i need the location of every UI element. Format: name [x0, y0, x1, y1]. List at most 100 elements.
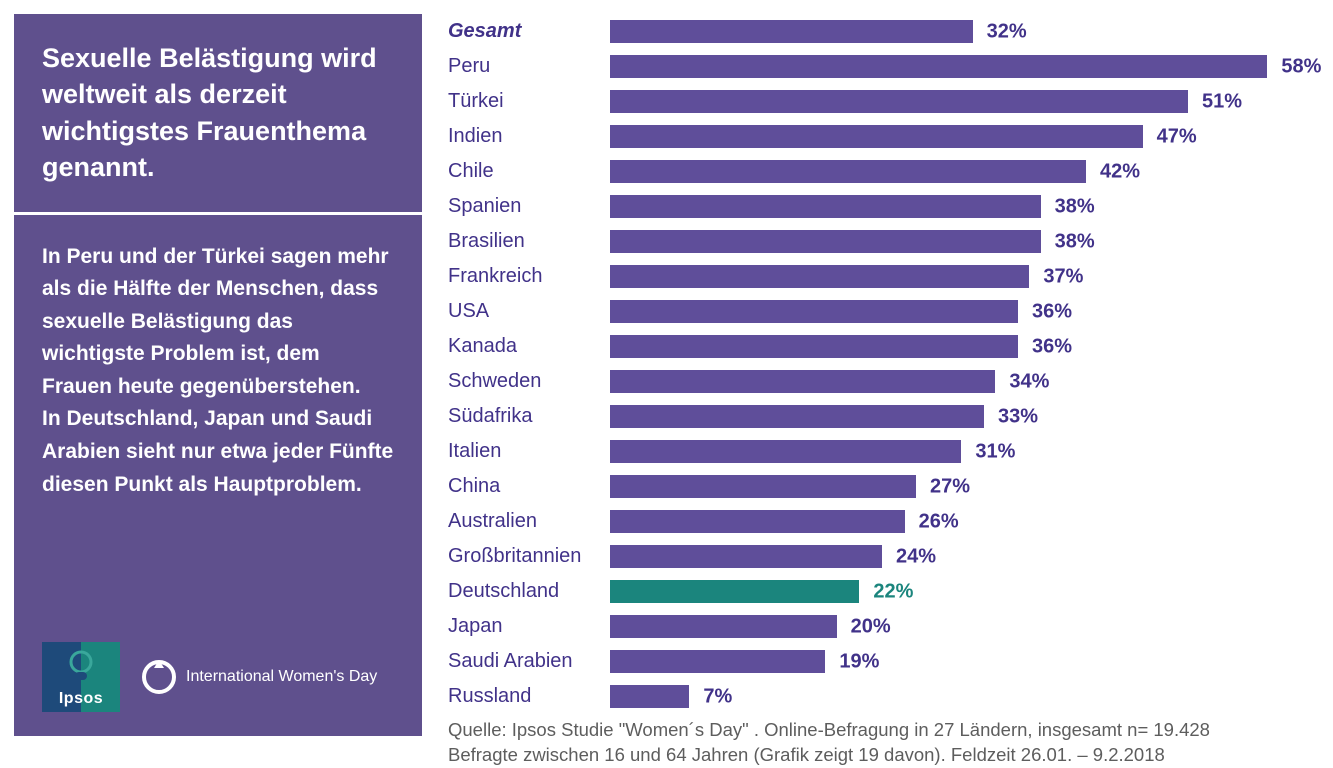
row-label: Saudi Arabien	[448, 650, 610, 673]
bar-track: 51%	[610, 90, 1290, 113]
chart-row: Russland 7%	[448, 679, 1318, 714]
bar-track: 19%	[610, 650, 1290, 673]
bar-track: 7%	[610, 685, 1290, 708]
value-label: 34%	[1009, 370, 1049, 393]
bar-track: 42%	[610, 160, 1290, 183]
bar-chart: Gesamt32%Peru58%Türkei51%Indien47%Chile4…	[448, 14, 1318, 714]
bar-track: 20%	[610, 615, 1290, 638]
chart-row: Südafrika33%	[448, 399, 1318, 434]
bar	[610, 650, 825, 673]
row-label: Indien	[448, 125, 610, 148]
bar	[610, 90, 1188, 113]
chart-row: USA 36%	[448, 294, 1318, 329]
chart-row: Brasilien 38%	[448, 224, 1318, 259]
chart-row: Peru58%	[448, 49, 1318, 84]
row-label: Schweden	[448, 370, 610, 393]
row-label: Deutschland	[448, 580, 610, 603]
chart-row: Frankreich 37%	[448, 259, 1318, 294]
ipsos-wordmark: Ipsos	[59, 690, 103, 708]
bar-track: 32%	[610, 20, 1290, 43]
chart-row: Großbritannien24%	[448, 539, 1318, 574]
row-label: USA	[448, 300, 610, 323]
row-label: Südafrika	[448, 405, 610, 428]
bar	[610, 300, 1018, 323]
value-label: 19%	[839, 650, 879, 673]
chart-row: Indien 47%	[448, 119, 1318, 154]
row-label: China	[448, 475, 610, 498]
bar	[610, 405, 984, 428]
bar	[610, 370, 995, 393]
bar-track: 33%	[610, 405, 1290, 428]
source-note: Quelle: Ipsos Studie "Women´s Day" . Onl…	[448, 718, 1318, 768]
bar	[610, 685, 689, 708]
row-label: Japan	[448, 615, 610, 638]
bar	[610, 615, 837, 638]
value-label: 36%	[1032, 335, 1072, 358]
value-label: 38%	[1055, 230, 1095, 253]
value-label: 51%	[1202, 90, 1242, 113]
logos-row: Ipsos International Women's Day	[42, 642, 377, 712]
value-label: 24%	[896, 545, 936, 568]
body-text: In Peru und der Türkei sagen mehr als di…	[42, 241, 394, 501]
bar	[610, 510, 905, 533]
bar-track: 38%	[610, 195, 1290, 218]
row-label: Gesamt	[448, 20, 610, 43]
row-label: Italien	[448, 440, 610, 463]
bar-track: 22%	[610, 580, 1290, 603]
bar-track: 31%	[610, 440, 1290, 463]
chart-row: Italien 31%	[448, 434, 1318, 469]
bar-track: 47%	[610, 125, 1290, 148]
chart-row: Saudi Arabien 19%	[448, 644, 1318, 679]
chart-row: Spanien38%	[448, 189, 1318, 224]
bar	[610, 440, 961, 463]
chart-row: Türkei 51%	[448, 84, 1318, 119]
bar-track: 36%	[610, 300, 1290, 323]
bar	[610, 55, 1267, 78]
bar	[610, 20, 973, 43]
bar-track: 58%	[610, 55, 1290, 78]
value-label: 42%	[1100, 160, 1140, 183]
row-label: Russland	[448, 685, 610, 708]
value-label: 20%	[851, 615, 891, 638]
value-label: 36%	[1032, 300, 1072, 323]
source-line-2: Befragte zwischen 16 und 64 Jahren (Graf…	[448, 743, 1318, 768]
ipsos-logo: Ipsos	[42, 642, 120, 712]
left-panel: Sexuelle Belästigung wird weltweit als d…	[14, 14, 422, 736]
value-label: 47%	[1157, 125, 1197, 148]
globe-head-icon	[64, 648, 98, 682]
bar	[610, 125, 1143, 148]
bar-track: 27%	[610, 475, 1290, 498]
row-label: Brasilien	[448, 230, 610, 253]
row-label: Peru	[448, 55, 610, 78]
bar-track: 34%	[610, 370, 1290, 393]
row-label: Chile	[448, 160, 610, 183]
row-label: Frankreich	[448, 265, 610, 288]
value-label: 7%	[703, 685, 732, 708]
chart-row: Deutschland 22%	[448, 574, 1318, 609]
chart-row: China27%	[448, 469, 1318, 504]
value-label: 37%	[1043, 265, 1083, 288]
headline: Sexuelle Belästigung wird weltweit als d…	[42, 40, 394, 186]
value-label: 31%	[975, 440, 1015, 463]
bar	[610, 265, 1029, 288]
value-label: 26%	[919, 510, 959, 533]
bar-track: 26%	[610, 510, 1290, 533]
value-label: 32%	[987, 20, 1027, 43]
bar-track: 38%	[610, 230, 1290, 253]
bar	[610, 160, 1086, 183]
bar	[610, 230, 1041, 253]
bar-track: 37%	[610, 265, 1290, 288]
source-line-1: Quelle: Ipsos Studie "Women´s Day" . Onl…	[448, 718, 1318, 743]
row-label: Spanien	[448, 195, 610, 218]
chart-row: Gesamt 32%	[448, 14, 1318, 49]
iwd-label: International Women's Day	[186, 668, 377, 686]
divider	[14, 212, 422, 215]
bar	[610, 580, 859, 603]
row-label: Türkei	[448, 90, 610, 113]
value-label: 22%	[873, 580, 913, 603]
value-label: 58%	[1281, 55, 1321, 78]
iwd-ring-icon	[142, 660, 176, 694]
chart-row: Kanada36%	[448, 329, 1318, 364]
bar-track: 24%	[610, 545, 1290, 568]
chart-row: Schweden 34%	[448, 364, 1318, 399]
